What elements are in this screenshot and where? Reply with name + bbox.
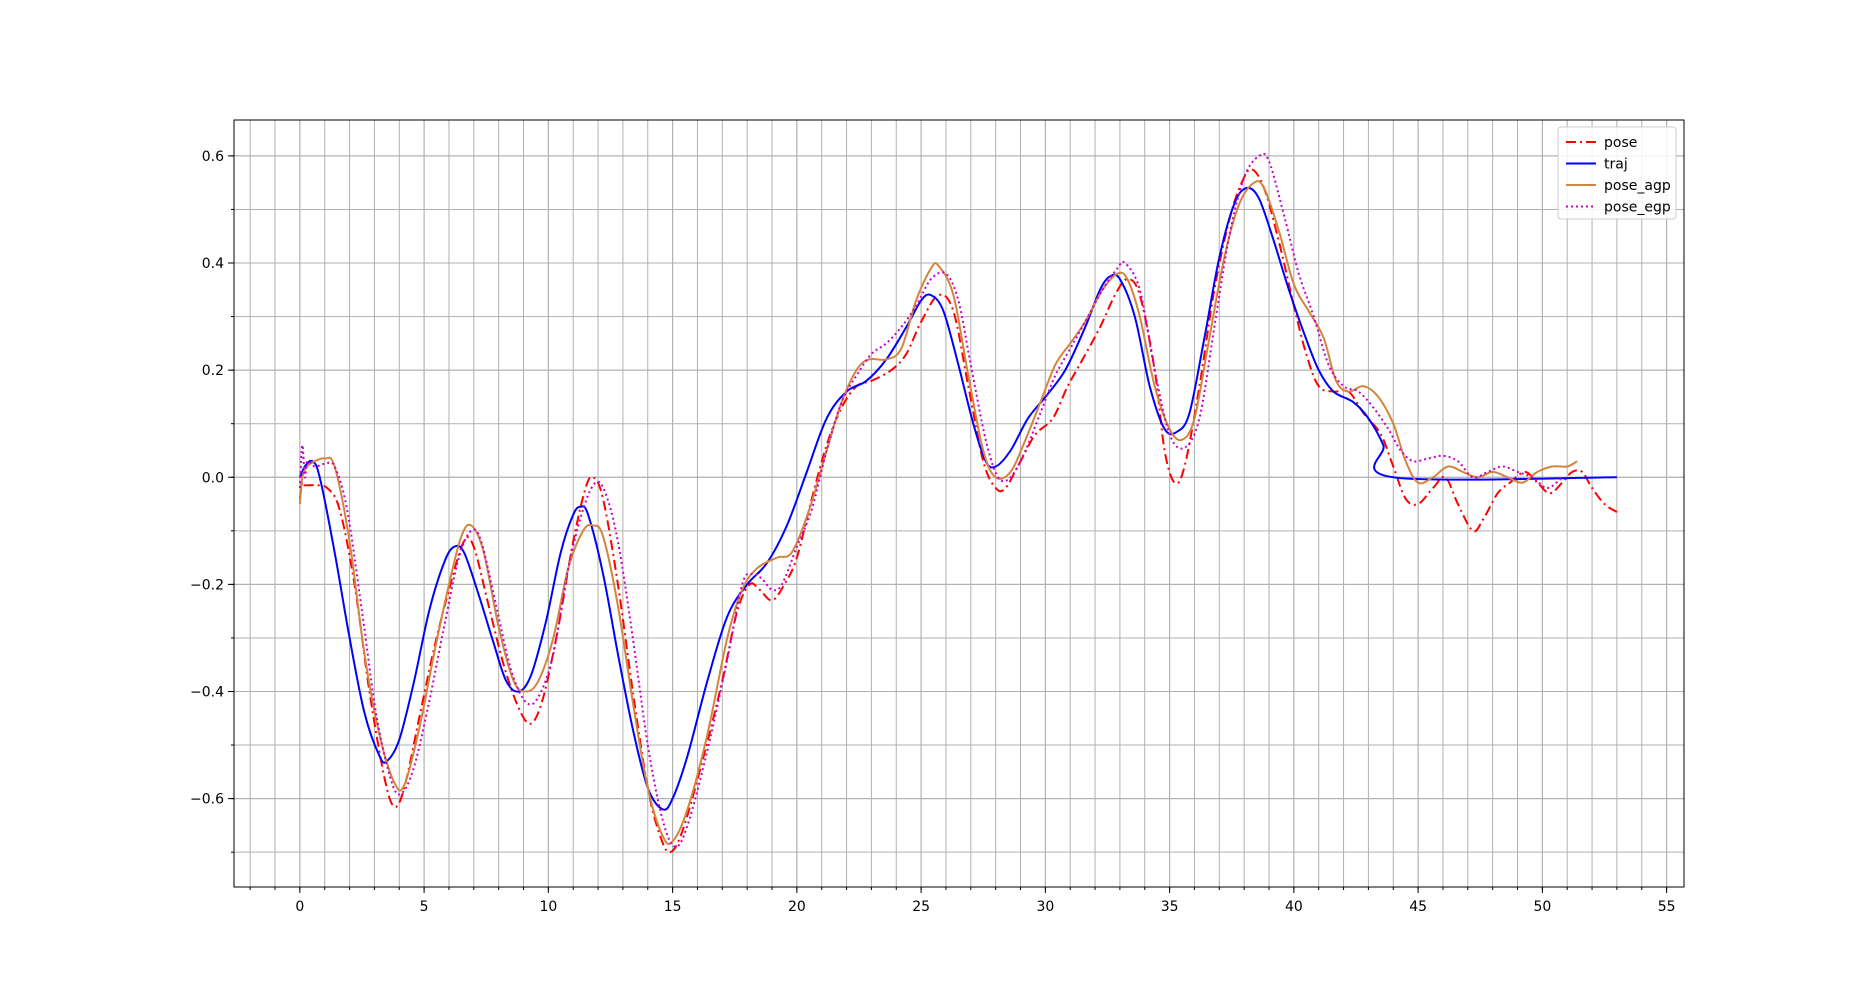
legend-label-traj: traj: [1604, 157, 1628, 173]
legend-label-pose: pose: [1604, 135, 1637, 151]
series-line-traj: [298, 186, 1617, 811]
x-tick-label: 25: [912, 899, 930, 915]
plot-frame: [233, 119, 1685, 888]
major-gridlines: [234, 120, 1684, 887]
x-tick-label: 45: [1409, 899, 1427, 915]
y-tick-label: −0.6: [190, 792, 224, 808]
x-tick-label: 50: [1533, 899, 1551, 915]
y-tick-label: −0.2: [190, 577, 224, 593]
x-tick-label: 35: [1161, 899, 1179, 915]
x-tick-label: 10: [539, 899, 557, 915]
y-tick-label: −0.4: [190, 685, 224, 701]
y-tick-label: 0.6: [202, 149, 224, 165]
y-tick-label: 0.2: [202, 363, 224, 379]
y-tick-label: 0.0: [202, 470, 224, 486]
x-tick-label: 55: [1658, 899, 1676, 915]
x-tick-label: 40: [1285, 899, 1303, 915]
x-axis: 0 5 10 15 20 25 30 35 40 45 50 55: [249, 887, 1676, 915]
x-tick-label: 30: [1036, 899, 1054, 915]
x-tick-label: 0: [295, 899, 304, 915]
series-layer: [298, 152, 1618, 854]
series-line-pose-egp: [298, 152, 1563, 848]
y-tick-label: 0.4: [202, 256, 224, 272]
legend-label-pose-agp: pose_agp: [1604, 178, 1671, 194]
x-tick-label: 15: [664, 899, 682, 915]
series-line-pose-agp: [298, 180, 1578, 846]
legend-label-pose-egp: pose_egp: [1604, 200, 1671, 216]
legend-box: [1557, 126, 1677, 220]
series-line-pose: [298, 168, 1618, 854]
x-tick-label: 5: [420, 899, 429, 915]
x-tick-label: 20: [788, 899, 806, 915]
y-axis: −0.6 −0.4 −0.2 0.0 0.2 0.4 0.6: [190, 149, 234, 853]
legend: pose traj pose_agp pose_egp: [1557, 126, 1677, 220]
